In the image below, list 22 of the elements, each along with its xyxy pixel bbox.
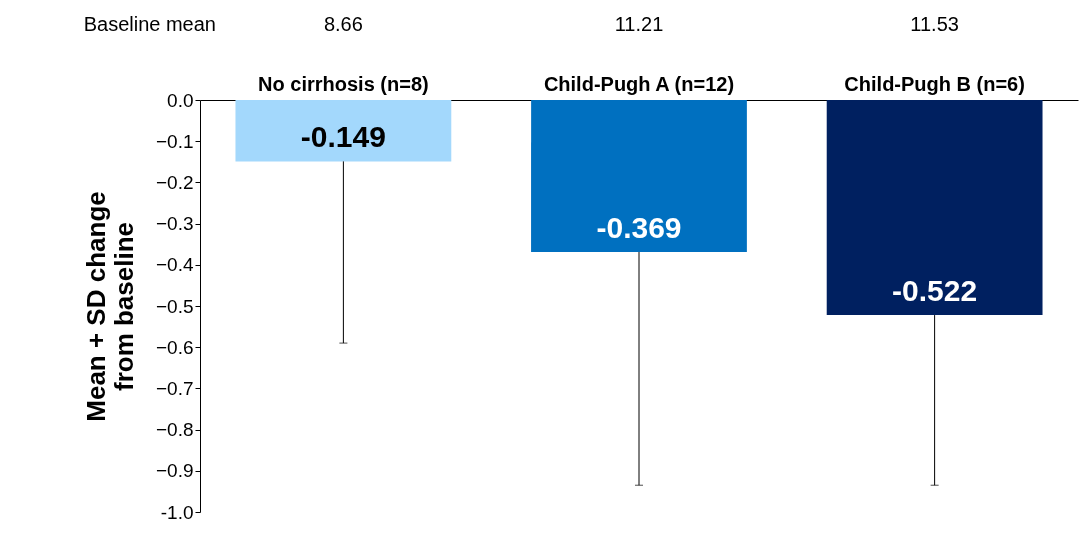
y-tick-label: −0.8	[155, 419, 194, 441]
y-tick-label: −0.9	[155, 460, 194, 482]
data-label: -0.149	[300, 120, 386, 154]
data-label: -0.369	[596, 211, 682, 245]
text: Baseline mean	[83, 13, 216, 35]
y-tick-label: −0.7	[155, 377, 194, 399]
y-tick-label: −0.6	[155, 336, 194, 358]
y-tick-label: 0.0	[167, 89, 194, 111]
text: 8.66	[323, 13, 363, 35]
y-tick-label: -1.0	[160, 501, 194, 523]
text: 11.21	[614, 13, 664, 35]
x-tick-label: Child-Pugh B (n=6)	[844, 72, 1025, 95]
y-tick-label: −0.4	[155, 254, 194, 276]
data-label: -0.522	[892, 274, 978, 308]
y-tick-label: −0.3	[155, 213, 194, 235]
text: 11.53	[910, 13, 959, 35]
x-tick-label: Child-Pugh A (n=12)	[543, 72, 735, 95]
y-axis-title: Mean + SD change from baseline	[80, 191, 139, 422]
x-tick-label: No cirrhosis (n=8)	[258, 72, 429, 95]
y-tick-label: −0.5	[155, 295, 194, 317]
y-tick-label: −0.2	[155, 171, 194, 193]
y-tick-label: −0.1	[155, 130, 194, 152]
